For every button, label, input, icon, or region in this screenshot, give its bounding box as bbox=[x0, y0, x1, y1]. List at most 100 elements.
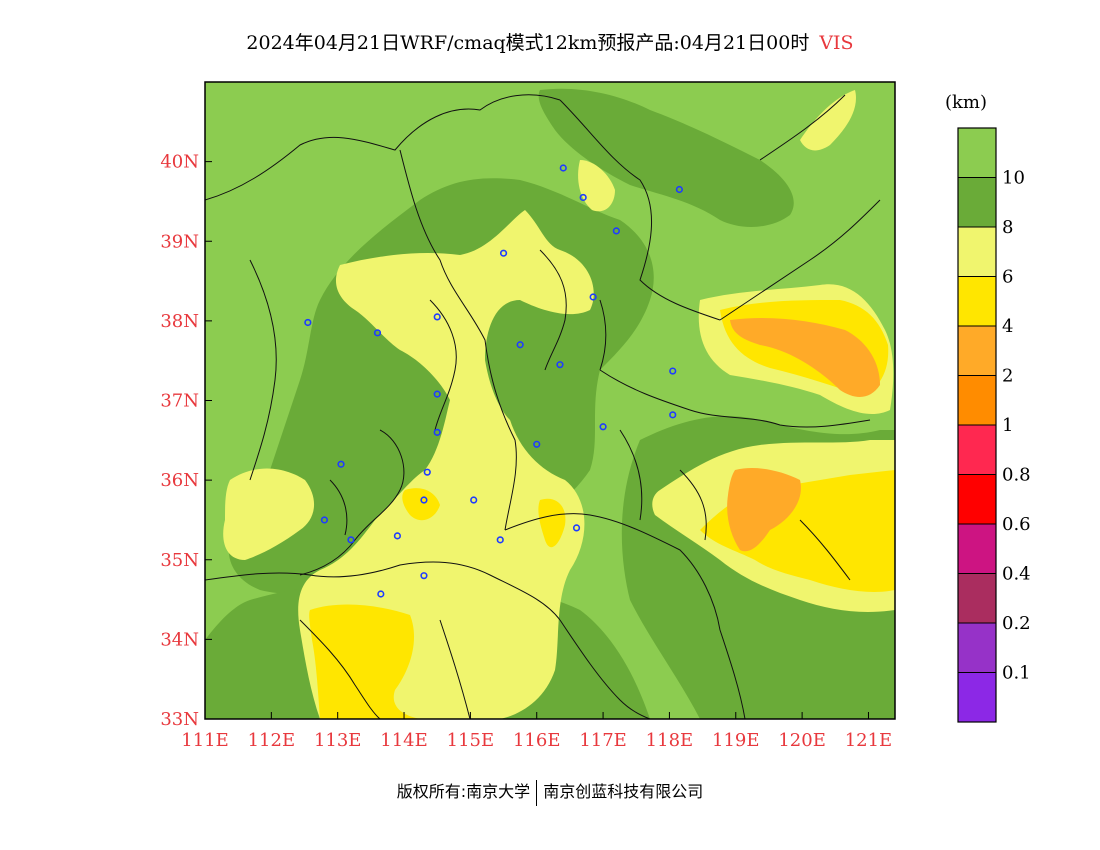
boundary-line bbox=[439, 619, 471, 719]
boundary-line bbox=[619, 429, 643, 521]
copyright-footer: 版权所有:南京大学 南京创蓝科技有限公司 bbox=[0, 778, 1100, 806]
legend-label: 0.6 bbox=[1002, 514, 1031, 535]
vis-region-2-4km-bohai bbox=[730, 318, 880, 397]
boundary-line bbox=[299, 619, 381, 719]
station-markers bbox=[304, 164, 683, 598]
vis-region-2-4km-east bbox=[727, 468, 801, 552]
lat-tick-label: 33N bbox=[160, 709, 199, 730]
station-marker bbox=[337, 460, 345, 468]
boundary-line bbox=[559, 619, 651, 719]
boundary-line bbox=[205, 94, 561, 201]
lat-tick-label: 38N bbox=[160, 311, 199, 332]
boundary-line bbox=[429, 299, 457, 431]
station-marker bbox=[420, 572, 428, 580]
boundary-line bbox=[799, 519, 851, 581]
station-marker bbox=[470, 496, 478, 504]
boundary-line bbox=[249, 259, 277, 481]
station-marker bbox=[320, 516, 329, 524]
legend-swatch bbox=[957, 523, 997, 574]
station-marker bbox=[373, 329, 382, 337]
legend-swatch bbox=[957, 276, 997, 327]
vis-region-4-6km-south-patch bbox=[538, 498, 566, 548]
station-marker bbox=[377, 590, 385, 598]
station-marker bbox=[612, 227, 620, 235]
lat-tick-label: 34N bbox=[160, 629, 199, 650]
latitude-ticks: 34N 35N 36N 37N 38N 39N 40N 33N bbox=[160, 152, 212, 730]
station-marker bbox=[496, 536, 504, 544]
legend-swatch bbox=[957, 622, 997, 673]
vis-region-6-8km-southwest bbox=[223, 468, 315, 560]
station-marker bbox=[589, 293, 597, 301]
lon-tick-label: 114E bbox=[380, 730, 428, 751]
station-marker bbox=[499, 249, 508, 257]
lat-tick-label: 39N bbox=[160, 231, 199, 252]
boundary-line bbox=[299, 429, 405, 576]
lon-tick-label: 116E bbox=[513, 730, 561, 751]
legend-frame bbox=[957, 127, 997, 723]
boundary-line bbox=[329, 479, 348, 536]
vis-region-8-10km-northeast bbox=[538, 88, 794, 227]
lon-tick-label: 113E bbox=[314, 730, 362, 751]
boundary-line bbox=[599, 369, 871, 428]
legend-swatch bbox=[957, 672, 997, 723]
legend-swatch bbox=[957, 177, 997, 228]
copyright-left: 版权所有:南京大学 bbox=[396, 782, 531, 801]
vis-region-6-8km-central bbox=[298, 210, 594, 719]
station-marker bbox=[304, 318, 312, 327]
vis-region-6-8km-northeast-patch bbox=[800, 90, 856, 151]
boundary-line bbox=[539, 249, 567, 371]
station-marker bbox=[433, 390, 441, 398]
lon-tick-label: 117E bbox=[579, 730, 627, 751]
footer-separator bbox=[536, 779, 538, 806]
legend-label: 0.1 bbox=[1002, 663, 1031, 684]
boundary-line bbox=[759, 94, 846, 161]
lon-tick-label: 120E bbox=[778, 730, 826, 751]
station-marker bbox=[579, 193, 587, 202]
lon-tick-label: 115E bbox=[447, 730, 495, 751]
station-marker bbox=[599, 423, 607, 431]
lon-tick-label: 119E bbox=[712, 730, 760, 751]
station-marker bbox=[572, 524, 581, 532]
legend-unit: (km) bbox=[945, 92, 987, 113]
boundary-line bbox=[205, 561, 561, 621]
lon-tick-label: 118E bbox=[646, 730, 694, 751]
legend-label: 6 bbox=[1002, 267, 1013, 288]
legend-label: 8 bbox=[1002, 217, 1013, 238]
lon-tick-label: 112E bbox=[248, 730, 296, 751]
station-marker bbox=[423, 468, 431, 476]
boundary-line bbox=[599, 299, 607, 371]
station-marker bbox=[516, 341, 524, 349]
map-field bbox=[205, 82, 895, 719]
boundary-line bbox=[559, 99, 721, 321]
station-marker bbox=[393, 532, 402, 540]
legend-label: 0.8 bbox=[1002, 465, 1031, 486]
lat-tick-label: 40N bbox=[160, 152, 199, 173]
legend-swatch bbox=[957, 424, 997, 475]
lat-tick-label: 37N bbox=[160, 391, 199, 412]
color-legend: (km) 10 8 6 4 2 1 0.8 0.6 0.4 0.2 0.1 bbox=[945, 92, 1031, 723]
station-marker bbox=[347, 536, 355, 544]
legend-swatch bbox=[957, 474, 997, 525]
station-marker bbox=[675, 185, 683, 194]
province-boundaries bbox=[205, 94, 881, 719]
boundary-line bbox=[679, 469, 707, 541]
legend-swatch bbox=[957, 226, 997, 277]
legend-label: 2 bbox=[1002, 366, 1013, 387]
lon-tick-label: 111E bbox=[181, 730, 229, 751]
legend-swatch bbox=[957, 127, 997, 178]
lat-tick-label: 35N bbox=[160, 550, 199, 571]
vis-region-4-6km-southwest bbox=[309, 604, 420, 719]
station-marker bbox=[559, 164, 567, 172]
boundary-line bbox=[504, 513, 746, 719]
legend-swatch bbox=[957, 375, 997, 426]
station-marker bbox=[433, 428, 441, 436]
longitude-ticks: 111E 112E 113E 114E 115E 116E 117E 118E 119E 120E… bbox=[181, 712, 892, 751]
title-main: 2024年04月21日WRF/cmaq模式12km预报产品:04月21日00时 bbox=[246, 32, 810, 54]
station-marker bbox=[556, 361, 564, 369]
chart-title: 2024年04月21日WRF/cmaq模式12km预报产品:04月21日00时 V… bbox=[0, 28, 1100, 55]
title-variable: VIS bbox=[819, 32, 854, 54]
vis-region-6-8km-north-patch bbox=[578, 160, 615, 212]
copyright-right: 南京创蓝科技有限公司 bbox=[543, 782, 704, 801]
station-marker bbox=[669, 411, 677, 419]
